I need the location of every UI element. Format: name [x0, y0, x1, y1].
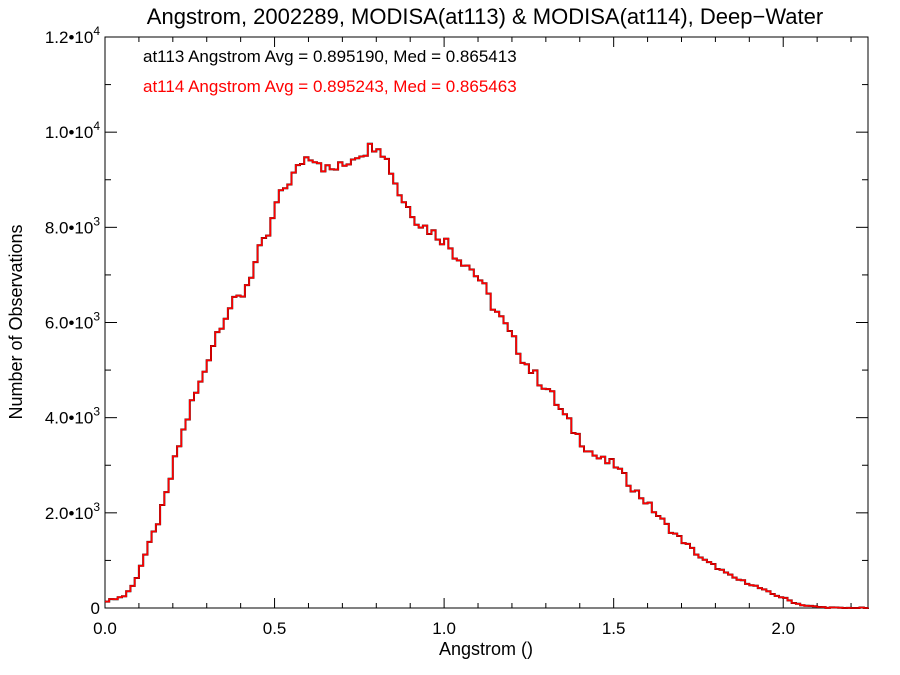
- x-tick-label: 2.0: [771, 619, 795, 638]
- axis-ticks: [104, 36, 868, 609]
- y-tick-label: 0: [91, 599, 100, 618]
- x-tick-label: 1.5: [602, 619, 626, 638]
- x-tick-label: 0.0: [93, 619, 117, 638]
- y-tick-label: 8.0•103: [45, 214, 101, 237]
- plot-frame: [104, 36, 869, 609]
- y-tick-label: 1.0•104: [45, 119, 101, 142]
- series-at114-line: [105, 143, 869, 609]
- y-axis-label: Number of Observations: [6, 224, 26, 419]
- y-tick-label: 1.2•104: [45, 24, 101, 47]
- y-tick-label: 2.0•103: [45, 500, 101, 523]
- series-at113-line: [105, 142, 869, 609]
- y-tick-label: 4.0•103: [45, 405, 101, 428]
- chart-title: Angstrom, 2002289, MODISA(at113) & MODIS…: [147, 4, 823, 29]
- legend-at113: at113 Angstrom Avg = 0.895190, Med = 0.8…: [143, 47, 517, 66]
- tick-labels: 0.0 0.5 1.0 1.5 2.0 0 2.0•103 4.0•103 6.0•103 8.0…: [45, 24, 795, 638]
- series-layer: [105, 142, 869, 609]
- x-axis-label: Angstrom (): [439, 639, 533, 659]
- legend-at114: at114 Angstrom Avg = 0.895243, Med = 0.8…: [143, 77, 517, 96]
- y-tick-label: 6.0•103: [45, 310, 101, 333]
- x-tick-label: 1.0: [432, 619, 456, 638]
- x-tick-label: 0.5: [263, 619, 287, 638]
